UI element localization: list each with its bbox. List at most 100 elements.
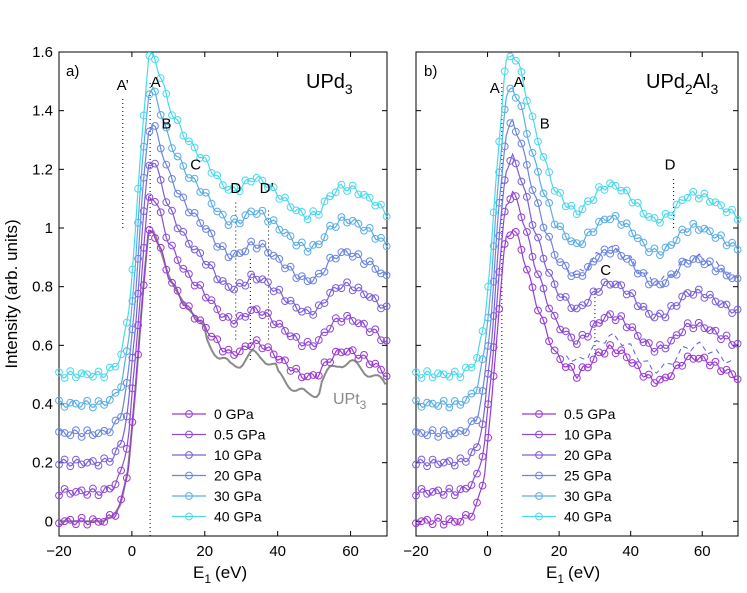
series-marker	[122, 444, 131, 453]
series-marker	[706, 257, 714, 266]
series-marker	[500, 67, 509, 76]
series-marker	[528, 112, 537, 121]
series-marker	[309, 276, 318, 285]
series-marker	[517, 213, 526, 222]
series-marker	[450, 491, 459, 500]
series-marker	[661, 373, 670, 382]
series-marker	[94, 461, 103, 470]
series-marker	[337, 284, 346, 293]
series-marker	[83, 520, 92, 529]
series-marker	[572, 270, 581, 279]
series-marker	[275, 255, 284, 263]
series-marker	[105, 396, 114, 404]
series-marker	[495, 305, 504, 313]
series-marker	[473, 353, 481, 362]
series-marker	[292, 364, 301, 373]
series-marker	[100, 454, 109, 463]
series-marker	[292, 206, 301, 215]
series-marker	[337, 180, 346, 189]
panel-a-annotations: A’ A B C D D’	[117, 74, 274, 197]
series-marker	[417, 485, 426, 493]
series-marker	[412, 491, 420, 500]
series-marker	[72, 520, 80, 529]
series-marker	[489, 208, 498, 217]
series-marker	[179, 301, 188, 310]
series-marker	[337, 248, 346, 257]
series-marker	[360, 319, 368, 328]
series-marker	[320, 197, 329, 206]
series-marker	[275, 225, 284, 234]
series-marker	[128, 265, 137, 274]
dashed-series-line	[565, 332, 734, 374]
series-marker	[354, 319, 363, 328]
series-marker	[706, 361, 714, 370]
series-marker	[224, 313, 233, 321]
series-marker	[337, 348, 346, 357]
series-marker	[728, 341, 736, 349]
series-marker	[528, 186, 537, 195]
series-marker	[202, 225, 210, 233]
series-marker	[622, 254, 631, 263]
series-marker	[55, 491, 63, 500]
series-marker	[377, 269, 385, 278]
series-marker	[264, 183, 272, 192]
series-marker	[235, 347, 244, 356]
series-marker	[462, 396, 470, 404]
series-marker	[309, 241, 318, 249]
series-marker	[495, 137, 504, 146]
series-marker	[168, 111, 176, 120]
series-marker	[434, 513, 443, 522]
series-marker	[111, 362, 120, 371]
series-marker	[423, 489, 432, 498]
series-marker	[561, 232, 570, 241]
series-marker	[365, 293, 374, 301]
series-marker	[589, 228, 598, 237]
series-marker	[241, 281, 250, 290]
series-marker	[611, 244, 620, 253]
series-marker	[382, 302, 391, 311]
series-marker	[60, 374, 69, 382]
series-marker	[207, 229, 216, 238]
panel-b: −20 0 20 40 60 A A’ B C D b) UPd2Al3 0.5 GPa 10 G…	[403, 51, 742, 586]
series-marker	[539, 189, 548, 198]
series-marker	[343, 218, 352, 227]
series-marker	[545, 304, 553, 313]
legend-marker	[535, 512, 543, 521]
series-marker	[55, 519, 63, 528]
series-marker	[506, 231, 515, 240]
series-marker	[100, 485, 109, 494]
series-marker	[218, 181, 227, 190]
series-line	[58, 195, 388, 497]
series-marker	[365, 193, 374, 202]
series-marker	[105, 428, 114, 437]
panel-b-xlabel: E1 (eV)	[546, 563, 600, 586]
legend-entry: 0.5 GPa	[564, 406, 616, 422]
series-marker	[534, 199, 542, 208]
series-marker	[417, 402, 426, 411]
series-marker	[511, 56, 520, 65]
series-marker	[511, 127, 520, 136]
series-marker	[247, 177, 256, 186]
series-marker	[706, 198, 714, 206]
series-marker	[213, 243, 222, 251]
series-marker	[667, 372, 675, 381]
series-marker	[633, 302, 642, 311]
series-marker	[633, 361, 642, 370]
series-marker	[578, 272, 587, 280]
series-marker	[434, 402, 443, 410]
series-marker	[134, 218, 143, 227]
series-marker	[326, 358, 335, 367]
series-marker	[595, 348, 603, 357]
series-marker	[412, 519, 420, 528]
series-marker	[661, 344, 670, 353]
y-tick-label: 0.4	[32, 396, 53, 413]
legend-entry: 25 GPa	[564, 468, 612, 484]
series-marker	[258, 176, 267, 185]
series-marker	[298, 373, 306, 382]
series-marker	[89, 372, 97, 381]
series-marker	[134, 184, 143, 193]
series-marker	[528, 149, 537, 157]
series-marker	[456, 454, 465, 463]
series-marker	[523, 96, 531, 105]
series-marker	[117, 413, 125, 421]
